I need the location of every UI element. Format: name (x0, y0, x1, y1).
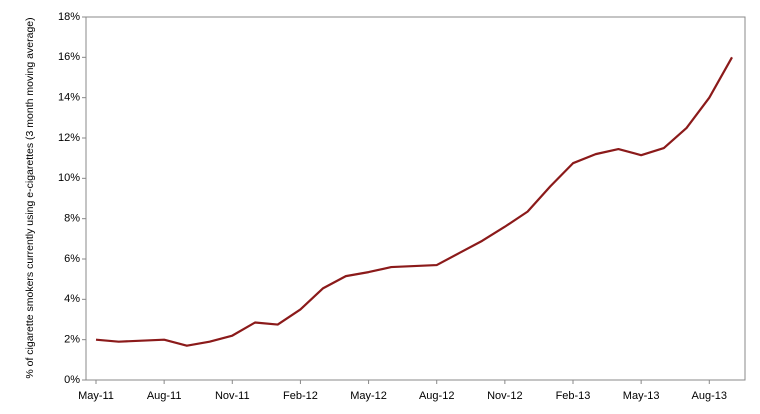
x-tick-label: May-13 (623, 390, 660, 402)
x-tick-label: Nov-12 (487, 390, 522, 402)
data-line (95, 56, 733, 347)
y-axis-title: % of cigarette smokers currently using e… (24, 17, 36, 378)
y-tick-label: 4% (64, 293, 80, 305)
y-tick-label: 8% (64, 213, 80, 225)
plot-frame (85, 16, 746, 381)
y-tick-label: 18% (58, 11, 80, 23)
y-tick-label: 14% (58, 92, 80, 104)
y-tick-label: 16% (58, 51, 80, 63)
x-tick-label: Aug-13 (692, 390, 727, 402)
x-tick-label: Feb-13 (556, 390, 591, 402)
y-tick-label: 10% (58, 172, 80, 184)
x-tick-label: Aug-11 (147, 390, 182, 402)
x-tick-label: Nov-11 (215, 390, 250, 402)
x-tick-label: May-12 (350, 390, 387, 402)
x-tick-label: Feb-12 (283, 390, 318, 402)
x-tick-label: May-11 (78, 390, 114, 402)
y-tick-label: 2% (64, 334, 80, 346)
x-tick-label: Aug-12 (419, 390, 454, 402)
y-tick-label: 0% (64, 374, 80, 386)
y-tick-label: 12% (58, 132, 80, 144)
y-tick-label: 6% (64, 253, 80, 265)
